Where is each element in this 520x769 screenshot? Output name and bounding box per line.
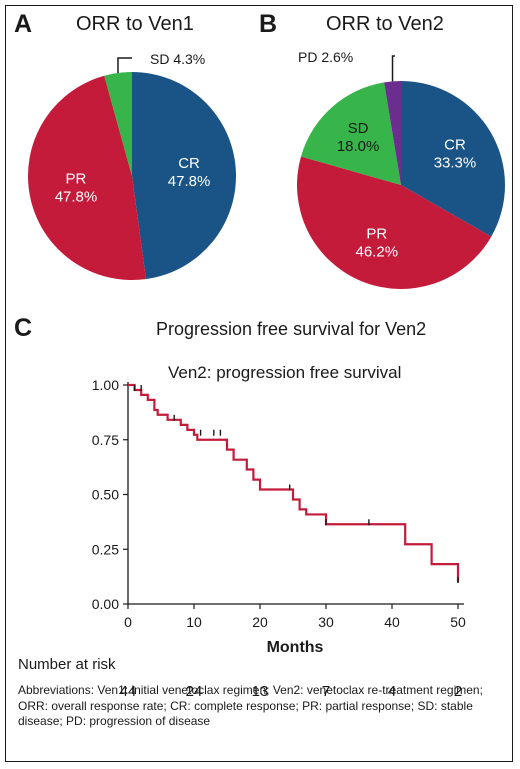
- x-tick-label: 40: [384, 614, 400, 630]
- risk-table-title: Number at risk: [18, 656, 116, 673]
- x-axis-label: Months: [267, 639, 324, 656]
- slice-value-sd: 18.0%: [337, 138, 380, 155]
- x-tick-label: 0: [124, 614, 132, 630]
- pie-slice-sd: [104, 72, 132, 176]
- slice-label-pd: PD 2.6%: [298, 49, 353, 65]
- risk-value: 7: [321, 683, 331, 700]
- abbreviations-footnote: Abbreviations: Ven1: initial venetoclax …: [18, 683, 483, 728]
- pie-slice-pd: [384, 81, 401, 185]
- pie-slice-cr: [132, 72, 236, 280]
- km-main-title: Progression free survival for Ven2: [156, 319, 427, 339]
- slice-name-pr: PR: [366, 226, 387, 243]
- km-subtitle: Ven2: progression free survival: [168, 363, 401, 382]
- risk-value: 2: [453, 683, 463, 700]
- pie-slice-pr: [297, 156, 492, 289]
- risk-value: 4: [387, 683, 397, 700]
- y-tick-label: 0.75: [92, 432, 119, 448]
- leader-line-pd: [391, 55, 395, 82]
- pie-slice-pr: [28, 75, 147, 281]
- x-tick-label: 10: [186, 614, 202, 630]
- risk-value: 13: [251, 683, 269, 700]
- slice-value-pr: 47.8%: [55, 189, 98, 206]
- slice-value-pr: 46.2%: [356, 244, 399, 261]
- risk-value: 24: [185, 683, 203, 700]
- pie2-title: ORR to Ven2: [326, 13, 444, 35]
- pie-slice-cr: [401, 81, 505, 237]
- y-tick-label: 0.00: [92, 596, 119, 612]
- y-tick-label: 0.25: [92, 541, 119, 557]
- pie-slice-sd: [300, 82, 401, 185]
- slice-name-cr: CR: [178, 155, 200, 172]
- slice-name-cr: CR: [444, 137, 466, 154]
- panel-label-a: A: [14, 10, 33, 38]
- survival-step-line: [128, 383, 460, 583]
- pie1-title: ORR to Ven1: [76, 13, 194, 35]
- x-tick-label: 30: [318, 614, 334, 630]
- slice-label-sd: SD 4.3%: [150, 51, 205, 67]
- slice-name-sd: SD: [348, 120, 369, 137]
- leader-line-sd: [117, 57, 132, 73]
- y-tick-label: 1.00: [92, 377, 119, 393]
- x-tick-label: 20: [252, 614, 268, 630]
- y-tick-label: 0.50: [92, 487, 119, 503]
- risk-value: 44: [119, 683, 137, 700]
- slice-value-cr: 33.3%: [434, 155, 477, 172]
- km-survival-plot: Ven2: progression free survival 0.00 0.25 0…: [92, 363, 466, 656]
- panel-label-c: C: [14, 314, 33, 342]
- figure-frame: [5, 5, 513, 762]
- slice-name-pr: PR: [66, 171, 87, 188]
- panel-label-b: B: [259, 10, 278, 38]
- slice-value-cr: 47.8%: [168, 173, 211, 190]
- x-tick-label: 50: [450, 614, 466, 630]
